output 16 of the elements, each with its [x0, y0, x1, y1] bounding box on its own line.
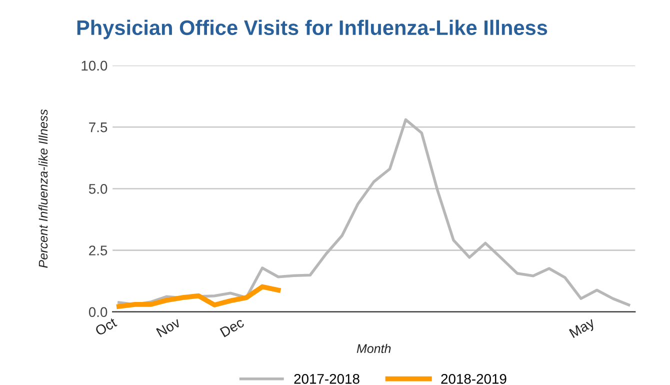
x-axis-title: Month [356, 344, 391, 353]
y-tick-label: 10.0 [82, 60, 108, 71]
x-tick-label: May [568, 317, 597, 340]
legend-label: 2017-2018 [294, 374, 360, 384]
y-axis-title: Percent Influenza-like Illness [38, 109, 48, 268]
line-series [118, 118, 630, 306]
legend-label: 2018-2019 [441, 374, 506, 384]
x-tick-label: Dec [220, 317, 245, 338]
x-tick-label: Nov [156, 317, 182, 338]
y-tick-label: 0.0 [88, 307, 108, 318]
chart-title: Physician Office Visits for Influenza-Like Illness [77, 20, 548, 40]
y-tick-label: 5.0 [88, 184, 108, 194]
x-tick-label: Oct [94, 317, 118, 336]
y-tick-label: 7.5 [89, 122, 108, 132]
y-tick-label: 2.5 [89, 246, 108, 256]
line-series [116, 284, 281, 309]
